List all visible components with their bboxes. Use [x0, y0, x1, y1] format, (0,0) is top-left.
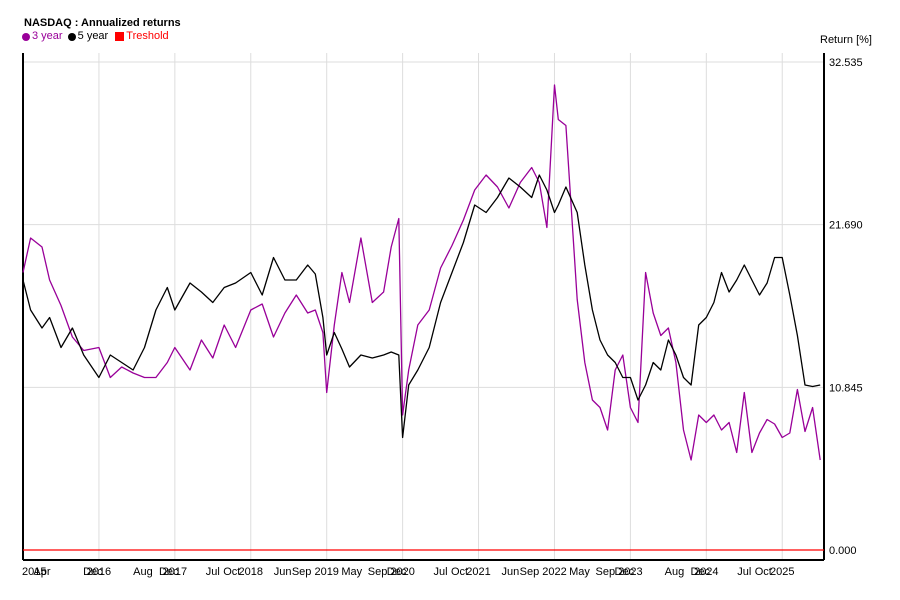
x-tick-label: Dec [83, 566, 103, 578]
x-tick-label: Apr [33, 566, 50, 578]
legend: 3 year 5 year Treshold [22, 30, 169, 43]
y-tick-label: 21.690 [829, 220, 863, 232]
x-tick-label: Dec [690, 566, 710, 578]
legend-dot-icon-3y [22, 32, 30, 41]
x-tick-label: May [569, 566, 590, 578]
series-line-5-year [22, 174, 821, 439]
x-tick-label: 2024 [694, 566, 718, 578]
y-tick-label: 10.845 [829, 382, 863, 394]
x-tick-label: 2022 [542, 566, 566, 578]
legend-label-threshold: Treshold [126, 30, 169, 42]
x-tick-label: Aug [133, 566, 153, 578]
x-tick-label: Oct [755, 566, 772, 578]
x-tick-label: Jun [274, 566, 292, 578]
y-tick-label: 0.000 [829, 545, 857, 557]
x-tick-label: May [341, 566, 362, 578]
x-tick-label: 2017 [163, 566, 187, 578]
legend-dot-icon-5y [67, 32, 76, 41]
x-tick-label: 2023 [618, 566, 642, 578]
x-tick-label: Oct [223, 566, 240, 578]
y-axis-label: Return [%] [820, 34, 872, 46]
x-tick-label: 2019 [314, 566, 338, 578]
x-tick-label: Dec [615, 566, 635, 578]
x-tick-label: Sep [520, 566, 540, 578]
series-line-3-year [22, 84, 821, 461]
x-tick-label: Oct [451, 566, 468, 578]
x-tick-label: Sep [292, 566, 312, 578]
y-tick-label: 32.535 [829, 57, 863, 69]
chart-title: NASDAQ : Annualized returns [22, 17, 181, 29]
x-tick-label: 2018 [239, 566, 263, 578]
legend-label-5y: 5 year [77, 30, 109, 42]
x-tick-label: Jun [502, 566, 520, 578]
x-tick-label: 2020 [390, 566, 414, 578]
x-tick-label: Sep [368, 566, 388, 578]
x-tick-label: Dec [159, 566, 179, 578]
x-tick-label: 2015 [22, 566, 46, 578]
x-tick-label: Jul [434, 566, 448, 578]
x-tick-label: 2016 [87, 566, 111, 578]
x-tick-label: Dec [387, 566, 407, 578]
x-tick-label: Sep [596, 566, 616, 578]
x-tick-label: 2025 [770, 566, 794, 578]
legend-label-3y: 3 year [32, 30, 63, 42]
legend-square-icon-threshold [115, 32, 125, 41]
chart-title-text: NASDAQ : Annualized returns [24, 17, 181, 29]
x-tick-label: 2021 [466, 566, 490, 578]
x-tick-label: Jul [206, 566, 220, 578]
x-tick-label: Jul [737, 566, 751, 578]
x-tick-label: Aug [665, 566, 685, 578]
